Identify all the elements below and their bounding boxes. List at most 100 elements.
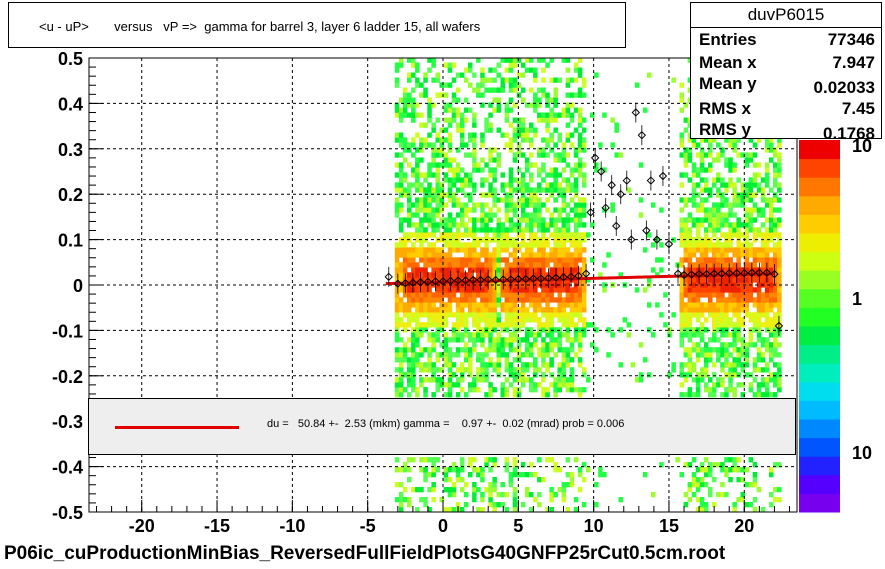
heatmap-cell xyxy=(492,482,497,488)
heatmap-cell xyxy=(773,152,778,158)
heatmap-cell xyxy=(679,197,684,203)
heatmap-cell xyxy=(472,222,477,228)
heatmap-cell xyxy=(472,297,477,303)
heatmap-cell xyxy=(443,252,449,258)
heatmap-cell xyxy=(439,92,444,98)
heatmap-cell xyxy=(411,57,416,63)
heatmap-cell xyxy=(687,117,693,123)
heatmap-cell xyxy=(480,292,485,298)
heatmap-cell xyxy=(463,332,469,338)
heatmap-cell xyxy=(455,262,461,268)
heatmap-cell xyxy=(459,202,465,208)
heatmap-cell xyxy=(724,392,729,398)
heatmap-cell xyxy=(394,267,400,273)
heatmap-cell xyxy=(451,172,457,178)
heatmap-cell xyxy=(427,262,432,268)
heatmap-cell xyxy=(459,167,465,173)
heatmap-cell xyxy=(557,317,562,323)
heatmap-cell xyxy=(752,177,758,183)
heatmap-cell xyxy=(764,252,770,258)
heatmap-cell xyxy=(659,312,664,318)
heatmap-cell xyxy=(516,82,522,88)
heatmap-cell xyxy=(777,462,782,468)
heatmap-cell xyxy=(415,212,420,218)
stats-row-entries: Entries 77346 xyxy=(699,30,875,52)
heatmap-cell xyxy=(529,287,534,293)
heatmap-cell xyxy=(732,387,737,393)
heatmap-cell xyxy=(740,152,745,158)
heatmap-cell xyxy=(451,92,457,98)
heatmap-cell xyxy=(459,477,465,483)
heatmap-cell xyxy=(541,167,546,173)
heatmap-cell xyxy=(769,232,774,238)
heatmap-cell xyxy=(492,247,497,253)
heatmap-cell xyxy=(740,467,745,473)
heatmap-cell xyxy=(752,317,758,323)
heatmap-cell xyxy=(516,132,522,138)
heatmap-cell xyxy=(537,222,542,228)
heatmap-cell xyxy=(411,212,416,218)
heatmap-cell xyxy=(679,287,684,293)
heatmap-cell xyxy=(512,62,518,68)
heatmap-cell xyxy=(484,287,489,293)
heatmap-cell xyxy=(451,232,457,238)
heatmap-cell xyxy=(492,477,497,483)
heatmap-cell xyxy=(699,187,705,193)
heatmap-cell xyxy=(728,227,733,233)
heatmap-cell xyxy=(455,322,461,328)
heatmap-cell xyxy=(508,312,514,318)
heatmap-cell xyxy=(712,137,717,143)
heatmap-cell xyxy=(402,342,408,348)
heatmap-cell xyxy=(512,227,518,233)
profile-marker xyxy=(536,274,546,283)
heatmap-cell xyxy=(732,162,737,168)
heatmap-cell xyxy=(561,157,567,163)
heatmap-cell xyxy=(683,127,689,133)
heatmap-cell xyxy=(451,467,457,473)
heatmap-cell xyxy=(419,302,424,308)
heatmap-cell xyxy=(472,242,477,248)
heatmap-cell xyxy=(561,357,567,363)
heatmap-cell xyxy=(439,252,444,258)
heatmap-cell xyxy=(488,347,493,353)
heatmap-cell xyxy=(752,497,758,503)
heatmap-cell xyxy=(407,467,412,473)
heatmap-cell xyxy=(443,177,449,183)
heatmap-cell xyxy=(760,352,766,358)
profile-point xyxy=(521,269,531,290)
heatmap-cell xyxy=(691,457,697,463)
heatmap-cell xyxy=(663,322,668,328)
heatmap-cell xyxy=(529,332,534,338)
heatmap-cell xyxy=(683,242,689,248)
heatmap-cell xyxy=(760,187,766,193)
heatmap-cell xyxy=(769,352,774,358)
heatmap-cell xyxy=(760,322,766,328)
heatmap-cell xyxy=(415,307,420,313)
palette-swatch xyxy=(799,214,840,234)
heatmap-cell xyxy=(777,207,782,213)
heatmap-cell xyxy=(484,127,489,133)
heatmap-cell xyxy=(537,317,542,323)
heatmap-cell xyxy=(484,252,489,258)
heatmap-cell xyxy=(760,392,766,398)
heatmap-cell xyxy=(512,187,518,193)
heatmap-cell xyxy=(565,472,571,478)
heatmap-cell xyxy=(720,322,725,328)
heatmap-cell xyxy=(756,207,762,213)
heatmap-cell xyxy=(423,262,428,268)
heatmap-cell xyxy=(695,247,701,253)
heatmap-cell xyxy=(699,462,705,468)
heatmap-cell xyxy=(431,337,436,343)
heatmap-cell xyxy=(752,367,758,373)
heatmap-cell xyxy=(415,147,420,153)
heatmap-cell xyxy=(712,327,717,333)
heatmap-cell xyxy=(447,122,453,128)
heatmap-cell xyxy=(565,322,571,328)
heatmap-cell xyxy=(476,337,481,343)
heatmap-cell xyxy=(728,282,733,288)
heatmap-cell xyxy=(496,247,501,253)
heatmap-cell xyxy=(484,327,489,333)
heatmap-cell xyxy=(545,307,550,313)
heatmap-cell xyxy=(492,67,497,73)
heatmap-cell xyxy=(756,367,762,373)
